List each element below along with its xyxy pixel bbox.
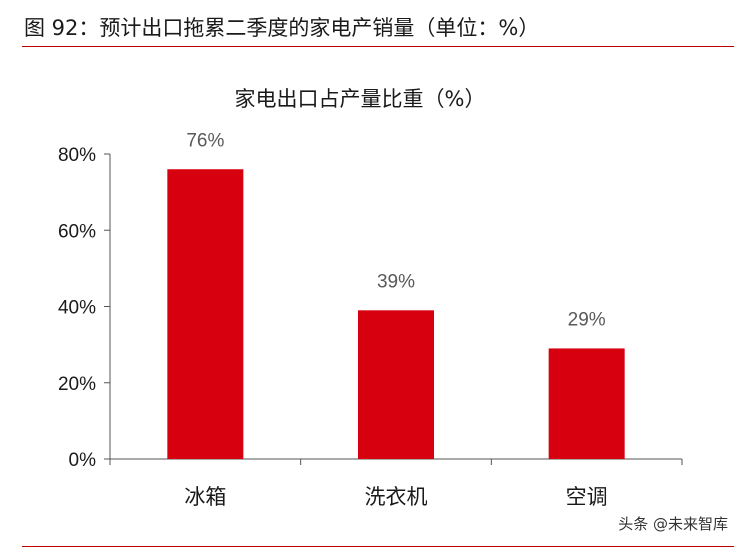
x-tick-label: 洗衣机 — [365, 485, 428, 509]
data-label: 29% — [568, 309, 606, 330]
x-tick-label: 冰箱 — [184, 485, 226, 509]
bar-1 — [167, 169, 244, 459]
title-rule — [22, 46, 734, 47]
bar-3 — [548, 348, 625, 459]
y-tick-label: 40% — [58, 298, 96, 319]
data-label: 76% — [186, 130, 224, 151]
chart-title: 家电出口占产量比重（%） — [235, 87, 486, 111]
watermark-text: 头条 @未来智库 — [618, 515, 728, 533]
bottom-rule — [22, 546, 734, 547]
figure-title: 图 92：预计出口拖累二季度的家电产销量（单位：%） — [24, 16, 540, 40]
y-tick-label: 0% — [69, 450, 97, 471]
y-tick-label: 20% — [58, 374, 96, 395]
y-tick-label: 80% — [58, 145, 96, 166]
x-tick-label: 空调 — [566, 485, 608, 509]
bar-2 — [358, 310, 434, 459]
data-label: 39% — [377, 271, 415, 292]
y-tick-label: 60% — [58, 221, 96, 242]
